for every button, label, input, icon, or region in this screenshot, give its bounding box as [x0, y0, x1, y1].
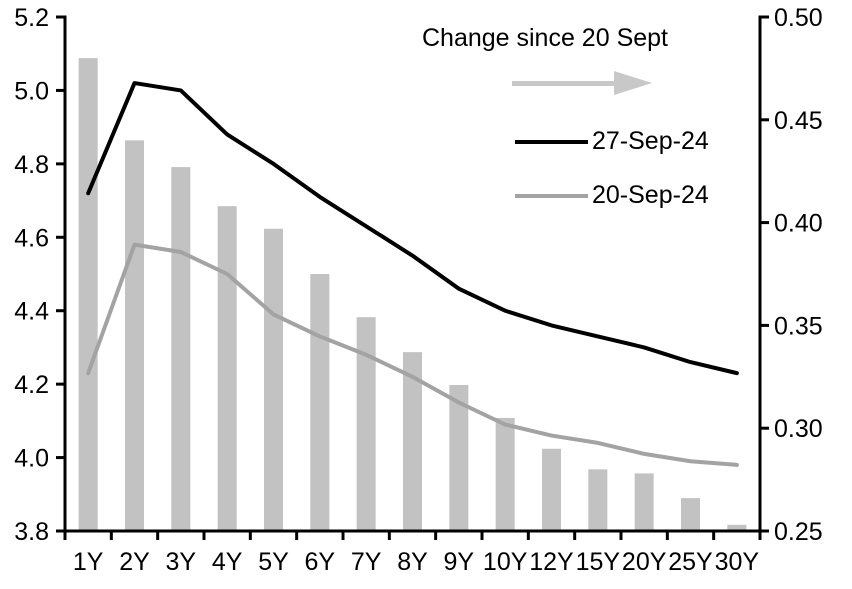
bar-6Y — [310, 274, 330, 531]
right-axis-label-0.40: 0.40 — [774, 210, 823, 238]
bar-3Y — [171, 167, 191, 531]
series-line-20-Sep-24 — [86, 242, 739, 467]
x-axis-label-3Y: 3Y — [166, 548, 197, 576]
bar-10Y — [495, 417, 515, 531]
line-swatch-27-sep-24 — [515, 139, 588, 144]
arrow-shaft — [512, 81, 616, 86]
x-axis-label-9Y: 9Y — [444, 548, 475, 576]
bar-2Y — [125, 140, 144, 532]
x-axis-label-4Y: 4Y — [212, 548, 243, 576]
x-axis-label-30Y: 30Y — [715, 548, 760, 576]
bar-5Y — [264, 228, 283, 531]
line-swatch-20-sep-24 — [515, 193, 588, 198]
bar-15Y — [588, 469, 608, 531]
left-axis-label-4.4: 4.4 — [14, 298, 49, 326]
right-axis-label-0.25: 0.25 — [774, 518, 823, 546]
right-axis-label-0.30: 0.30 — [774, 415, 823, 443]
bar-25Y — [681, 498, 700, 531]
x-axis-label-1Y: 1Y — [73, 548, 104, 576]
bar-7Y — [356, 317, 376, 531]
right-axis-label-0.45: 0.45 — [774, 107, 823, 135]
x-axis-label-12Y: 12Y — [529, 548, 574, 576]
x-axis-label-2Y: 2Y — [119, 548, 150, 576]
bar-1Y — [78, 58, 98, 532]
x-axis-label-25Y: 25Y — [668, 548, 713, 576]
x-axis-label-20Y: 20Y — [622, 548, 667, 576]
x-axis-label-10Y: 10Y — [483, 548, 528, 576]
bar-4Y — [217, 206, 237, 532]
change-arrow-icon — [512, 70, 652, 96]
left-axis-label-5.2: 5.2 — [14, 4, 49, 32]
x-axis-label-7Y: 7Y — [351, 548, 382, 576]
right-axis-label-0.35: 0.35 — [774, 312, 823, 340]
bar-30Y — [727, 524, 747, 531]
left-axis-label-5.0: 5.0 — [14, 77, 49, 105]
legend-label-20-sep-24: 20-Sep-24 — [592, 181, 709, 209]
right-axis-label-0.50: 0.50 — [774, 4, 823, 32]
left-axis-label-4.8: 4.8 — [14, 151, 49, 179]
legend-item-20-sep-24: 20-Sep-24 — [515, 181, 709, 210]
x-axis-label-6Y: 6Y — [305, 548, 336, 576]
left-axis-label-4.6: 4.6 — [14, 224, 49, 252]
left-axis-label-4.0: 4.0 — [14, 445, 49, 473]
bar-8Y — [403, 352, 422, 531]
x-axis-label-5Y: 5Y — [258, 548, 289, 576]
legend-item-27-sep-24: 27-Sep-24 — [515, 127, 709, 156]
legend-label-27-sep-24: 27-Sep-24 — [592, 127, 709, 155]
arrow-head — [614, 71, 652, 95]
series-line-27-Sep-24 — [86, 81, 739, 376]
left-axis-label-3.8: 3.8 — [14, 518, 49, 546]
bar-20Y — [634, 473, 654, 531]
left-axis-label-4.2: 4.2 — [14, 371, 49, 399]
x-axis-label-8Y: 8Y — [397, 548, 428, 576]
x-axis-label-15Y: 15Y — [576, 548, 621, 576]
bar-12Y — [542, 448, 561, 531]
bar-9Y — [449, 385, 469, 531]
legend-title: Change since 20 Sept — [421, 24, 668, 52]
